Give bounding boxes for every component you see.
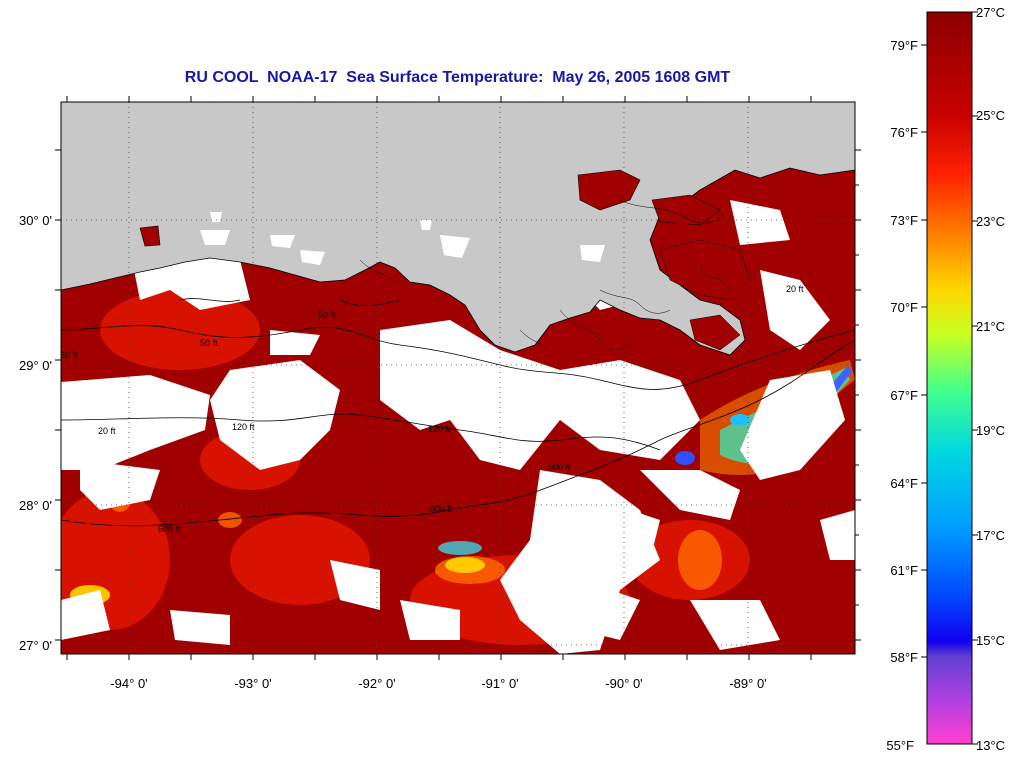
svg-text:50 ft: 50 ft — [200, 338, 218, 348]
colorbar-gradient — [926, 11, 973, 745]
map-title: RU COOL NOAA-17 Sea Surface Temperature:… — [184, 69, 731, 86]
fahrenheit-label: 58°F — [890, 650, 918, 665]
svg-text:600 ft: 600 ft — [548, 462, 571, 472]
latitude-label: 29° 0' — [19, 358, 52, 373]
latitude-axis: 30° 0' 29° 0' 28° 0' 27° 0' — [19, 213, 52, 653]
contour-labels: 50 ft 20 ft 120 ft 600 ft 60 ft 600 ft 1… — [60, 284, 804, 534]
map-ticks — [55, 96, 861, 660]
celsius-label: 27°C — [976, 5, 1005, 20]
longitude-axis: -94° 0' -93° 0' -92° 0' -91° 0' -90° 0' … — [110, 676, 766, 691]
celsius-label: 17°C — [976, 528, 1005, 543]
delta-water — [659, 239, 751, 351]
svg-text:20 ft: 20 ft — [786, 284, 804, 294]
map-frame — [60, 101, 856, 655]
delta-channels — [359, 199, 731, 353]
celsius-label: 15°C — [976, 633, 1005, 648]
latitude-label: 30° 0' — [19, 213, 52, 228]
svg-text:600 ft: 600 ft — [158, 524, 181, 534]
svg-text:600 ft: 600 ft — [430, 504, 453, 514]
svg-text:50 ft: 50 ft — [318, 310, 336, 320]
latitude-label: 27° 0' — [19, 638, 52, 653]
celsius-label: 21°C — [976, 319, 1005, 334]
fahrenheit-label: 76°F — [890, 125, 918, 140]
inland-water — [200, 212, 605, 265]
svg-text:120 ft: 120 ft — [428, 424, 451, 434]
svg-text:20 ft: 20 ft — [98, 426, 116, 436]
bathymetry-contours — [61, 298, 855, 527]
fahrenheit-label: 55°F — [886, 738, 914, 753]
celsius-label: 13°C — [976, 738, 1005, 753]
lake-pontchartrain — [139, 169, 721, 247]
celsius-label: 23°C — [976, 214, 1005, 229]
longitude-label: -89° 0' — [729, 676, 766, 691]
longitude-label: -90° 0' — [605, 676, 642, 691]
graticule — [61, 102, 855, 654]
map-canvas: 50 ft 20 ft 120 ft 600 ft 60 ft 600 ft 1… — [60, 102, 855, 654]
celsius-label: 19°C — [976, 423, 1005, 438]
fahrenheit-label: 79°F — [890, 38, 918, 53]
latitude-label: 28° 0' — [19, 498, 52, 513]
longitude-label: -91° 0' — [481, 676, 518, 691]
longitude-label: -93° 0' — [234, 676, 271, 691]
fahrenheit-label: 61°F — [890, 563, 918, 578]
longitude-label: -92° 0' — [358, 676, 395, 691]
svg-text:120 ft: 120 ft — [232, 422, 255, 432]
celsius-label: 25°C — [976, 108, 1005, 123]
colorbar: 79°F 76°F 73°F 70°F 67°F 64°F 61°F 58°F … — [886, 5, 1005, 753]
fahrenheit-label: 70°F — [890, 300, 918, 315]
fahrenheit-label: 67°F — [890, 388, 918, 403]
longitude-label: -94° 0' — [110, 676, 147, 691]
svg-text:60 ft: 60 ft — [60, 350, 78, 360]
fahrenheit-label: 73°F — [890, 213, 918, 228]
fahrenheit-label: 64°F — [890, 476, 918, 491]
